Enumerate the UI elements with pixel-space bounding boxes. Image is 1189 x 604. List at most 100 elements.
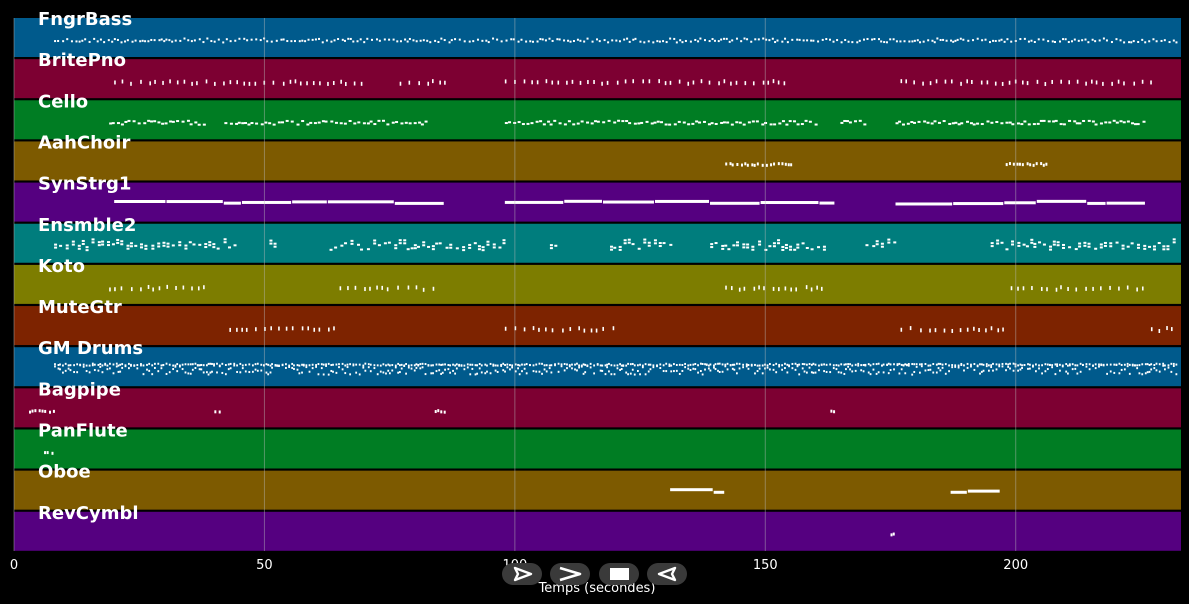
note xyxy=(551,80,554,85)
note xyxy=(449,371,452,374)
note xyxy=(494,364,497,367)
note xyxy=(572,40,575,43)
note xyxy=(236,364,238,367)
stop-button[interactable] xyxy=(599,563,639,585)
note xyxy=(988,41,991,44)
note xyxy=(1040,162,1043,166)
note xyxy=(1081,39,1084,42)
note xyxy=(721,247,725,250)
note xyxy=(93,369,96,372)
note xyxy=(1105,39,1108,42)
note xyxy=(569,40,572,43)
note xyxy=(816,285,818,290)
note xyxy=(960,363,963,366)
note xyxy=(383,242,387,245)
note xyxy=(347,37,350,40)
note xyxy=(890,533,893,537)
note xyxy=(732,244,736,247)
note xyxy=(808,120,812,123)
note xyxy=(203,285,205,290)
note xyxy=(209,362,212,365)
note xyxy=(187,363,190,366)
note xyxy=(382,371,385,374)
note xyxy=(1123,363,1126,366)
note xyxy=(784,243,788,246)
note xyxy=(398,242,402,245)
note xyxy=(308,370,311,373)
note xyxy=(81,239,85,242)
note xyxy=(214,81,216,86)
note xyxy=(648,79,651,84)
note xyxy=(656,120,660,123)
note xyxy=(1119,120,1123,123)
note xyxy=(440,363,443,366)
rewind-button[interactable] xyxy=(647,563,687,585)
note xyxy=(972,123,976,126)
note xyxy=(707,367,710,370)
note xyxy=(954,121,958,124)
note xyxy=(1103,244,1107,247)
note xyxy=(255,38,258,41)
note xyxy=(1162,364,1165,367)
note xyxy=(407,364,410,367)
note xyxy=(243,37,246,40)
note xyxy=(1008,162,1011,166)
note xyxy=(117,370,120,373)
note xyxy=(849,363,851,366)
note xyxy=(335,363,338,366)
note xyxy=(987,364,990,367)
note xyxy=(730,81,732,86)
note xyxy=(603,39,606,42)
note xyxy=(298,364,301,367)
note xyxy=(725,37,728,40)
note xyxy=(1136,287,1138,292)
note xyxy=(512,38,515,41)
note xyxy=(356,40,359,43)
note xyxy=(419,367,422,370)
note xyxy=(669,37,672,40)
note xyxy=(52,409,55,413)
note xyxy=(1068,364,1071,367)
note xyxy=(907,364,910,367)
note xyxy=(1002,327,1004,332)
note xyxy=(1109,370,1112,373)
note xyxy=(872,245,876,248)
note xyxy=(596,120,600,123)
note xyxy=(120,41,123,44)
note xyxy=(571,367,573,370)
note xyxy=(1029,363,1031,366)
note xyxy=(213,40,216,43)
note xyxy=(632,79,635,84)
note xyxy=(198,364,201,367)
note xyxy=(1034,363,1037,366)
note xyxy=(407,285,410,290)
note xyxy=(601,364,604,367)
note xyxy=(754,372,756,375)
note xyxy=(675,363,678,366)
note xyxy=(550,364,553,367)
note xyxy=(624,79,627,84)
note xyxy=(291,326,294,331)
note xyxy=(587,80,589,85)
note xyxy=(796,363,799,366)
note xyxy=(910,121,914,124)
play-button[interactable] xyxy=(502,563,542,585)
note xyxy=(563,123,567,126)
note xyxy=(900,363,903,366)
note xyxy=(747,364,750,367)
note xyxy=(353,122,357,125)
note xyxy=(563,39,566,42)
note xyxy=(554,363,556,366)
note xyxy=(178,244,182,247)
note xyxy=(1042,38,1045,41)
note xyxy=(116,241,120,244)
note xyxy=(576,122,580,125)
note xyxy=(821,38,824,41)
note xyxy=(1111,81,1113,86)
note xyxy=(1141,363,1144,366)
note xyxy=(1136,123,1140,126)
note xyxy=(790,163,793,167)
fast-forward-button[interactable] xyxy=(550,563,590,585)
note xyxy=(267,363,270,366)
